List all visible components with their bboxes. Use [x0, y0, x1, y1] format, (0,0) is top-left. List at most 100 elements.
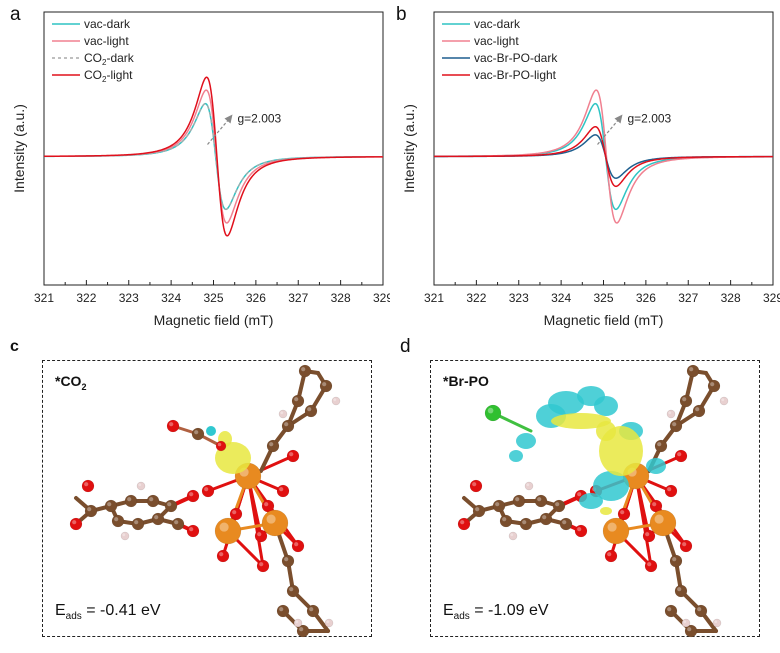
carbon-atom-highlight [672, 557, 677, 562]
adsorption-energy: Eads = -0.41 eV [55, 601, 161, 622]
carbon-atom-highlight [515, 497, 520, 502]
x-tick-label: 321 [34, 291, 54, 305]
carbon-atom-highlight [127, 497, 132, 502]
carbon-atom [111, 514, 125, 528]
carbon-atom [291, 394, 305, 408]
x-tick-label: 326 [636, 291, 656, 305]
carbon-atom [84, 504, 98, 518]
oxygen-atom-highlight [677, 452, 682, 457]
oxygen-atom [617, 507, 631, 521]
carbon-atom [499, 514, 513, 528]
iron-atom [214, 517, 242, 545]
oxygen-atom [286, 449, 300, 463]
carbon-atom-highlight [284, 422, 289, 427]
iron-atom [649, 509, 677, 537]
carbon-atom [304, 404, 318, 418]
charge-density-accumulation [600, 507, 612, 515]
x-tick-label: 322 [466, 291, 486, 305]
structure-title: *CO2 [55, 373, 87, 392]
hydrogen-atom-highlight [333, 398, 337, 402]
oxygen-atom [457, 517, 471, 531]
carbon-atom [664, 604, 678, 618]
iron-atom [261, 509, 289, 537]
carbon-atom-highlight [167, 502, 172, 507]
carbon-atom [534, 494, 548, 508]
oxygen-atom [69, 517, 83, 531]
oxygen-atom-highlight [217, 442, 222, 447]
panel-letter-b: b [396, 4, 407, 25]
carbon-atom-highlight [689, 367, 694, 372]
series-line-co2-light [43, 76, 384, 237]
charge-density-depletion [516, 433, 536, 449]
carbon-atom-highlight [682, 397, 687, 402]
carbon-atom [131, 517, 145, 531]
oxygen-atom [261, 499, 275, 513]
carbon-atom-highlight [495, 502, 500, 507]
x-axis-label: Magnetic field (mT) [544, 312, 664, 328]
carbon-atom-highlight [107, 502, 112, 507]
carbon-atom [146, 494, 160, 508]
oxygen-atom-highlight [460, 520, 465, 525]
oxygen-atom [604, 549, 618, 563]
iron-atom-highlight [219, 522, 229, 532]
oxygen-atom-highlight [189, 492, 194, 497]
oxygen-atom-highlight [72, 520, 77, 525]
legend-label: vac-light [84, 34, 129, 48]
epr-chart-b: 321 322 323 324 325 326 327 328 329 Magnetic fiel… [401, 11, 780, 328]
oxygen-atom-highlight [607, 552, 612, 557]
hydrogen-atom-highlight [122, 533, 126, 537]
hydrogen-atom [666, 409, 676, 419]
carbon-atom [298, 364, 312, 378]
oxygen-atom-highlight [219, 552, 224, 557]
carbon-atom-highlight [555, 502, 560, 507]
x-tick-label: 325 [203, 291, 223, 305]
carbon-atom-highlight [710, 382, 715, 387]
x-tick-label: 321 [424, 291, 444, 305]
carbon-atom-highlight [502, 517, 507, 522]
carbon-atom [694, 604, 708, 618]
oxygen-atom-highlight [84, 482, 89, 487]
legend-label: vac-Br-PO-dark [474, 51, 558, 65]
carbon-atom-highlight [522, 520, 527, 525]
carbon-atom [266, 439, 280, 453]
x-tick-label: 327 [678, 291, 698, 305]
charge-density-depletion [594, 396, 618, 416]
panel-letter-c: c [10, 338, 19, 355]
hydrogen-atom-highlight [721, 398, 725, 402]
carbon-atom-highlight [114, 517, 119, 522]
charge-density-depletion [579, 493, 603, 509]
oxygen-atom-highlight [577, 492, 582, 497]
oxygen-atom [186, 524, 200, 538]
oxygen-atom [291, 539, 305, 553]
carbon-atom [559, 517, 573, 531]
carbon-atom-highlight [542, 515, 547, 520]
charge-density-depletion [646, 458, 666, 474]
oxygen-atom-highlight [620, 510, 625, 515]
carbon-atom-highlight [322, 382, 327, 387]
panel-letter-d: d [400, 336, 411, 357]
oxygen-atom [81, 479, 95, 493]
g-factor-annotation: g=2.003 [628, 111, 672, 125]
x-tick-label: 329 [373, 291, 390, 305]
oxygen-atom [574, 524, 588, 538]
legend-label: vac-Br-PO-light [474, 68, 557, 82]
bond [634, 474, 653, 568]
oxygen-atom-highlight [204, 487, 209, 492]
oxygen-atom [679, 539, 693, 553]
carbon-atom-highlight [269, 442, 274, 447]
y-axis-label: Intensity (a.u.) [11, 104, 27, 193]
hydrogen-atom-highlight [668, 411, 672, 415]
oxygen-atom-highlight [279, 487, 284, 492]
arrowhead-icon [224, 114, 233, 124]
bromine-atom [484, 404, 502, 422]
carbon-atom [276, 604, 290, 618]
x-tick-label: 324 [551, 291, 571, 305]
hydrogen-atom [331, 396, 341, 406]
oxygen-atom-highlight [259, 562, 264, 567]
carbon-atom [679, 394, 693, 408]
annotation-arrow [597, 118, 620, 145]
hydrogen-atom [508, 531, 518, 541]
iron-atom-highlight [607, 522, 617, 532]
carbon-atom-highlight [475, 507, 480, 512]
carbon-atom [151, 512, 165, 526]
